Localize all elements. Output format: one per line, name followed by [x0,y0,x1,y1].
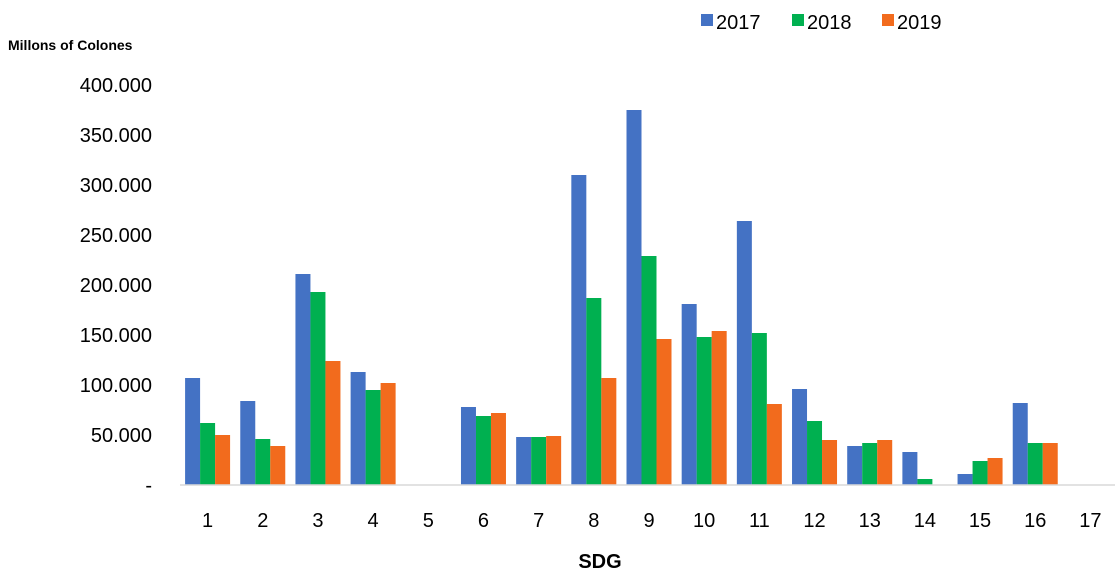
bar-2019-sdg-3 [325,361,341,485]
y-tick-label: - [145,475,152,497]
bar-2017-sdg-10 [681,304,697,485]
bar-2019-sdg-16 [1042,443,1058,485]
x-axis-label: SDG [578,551,621,571]
bar-2017-sdg-1 [185,378,201,485]
bar-2018-sdg-9 [641,256,657,485]
bar-2019-sdg-1 [215,435,231,485]
bar-2017-sdg-3 [295,274,311,485]
y-tick-label: 350.000 [80,125,152,147]
bar-2017-sdg-14 [902,452,918,485]
bar-2018-sdg-2 [255,439,271,485]
bar-2018-sdg-14 [917,479,933,485]
bar-2019-sdg-6 [490,413,506,485]
bar-2018-sdg-10 [696,337,712,485]
x-tick-label: 15 [969,510,991,532]
y-axis-ticks: - 50.000 100.000 150.000 200.000 250.000 300.0… [80,75,152,497]
x-tick-label: 11 [749,510,770,532]
x-axis-ticks: 1 2 3 4 5 6 7 8 9 10 11 12 13 14 15 16 17 [202,510,1102,532]
bar-2018-sdg-3 [310,292,326,485]
x-tick-label: 1 [202,510,213,532]
bars [185,110,1058,485]
bar-2019-sdg-10 [711,331,727,485]
bar-2018-sdg-16 [1027,443,1043,485]
legend-swatch-2018 [792,14,804,26]
bar-2019-sdg-11 [766,404,782,485]
x-tick-label: 7 [533,510,544,532]
bar-2019-sdg-7 [546,436,562,485]
x-tick-label: 6 [478,510,489,532]
bar-2018-sdg-11 [751,333,767,485]
bar-2017-sdg-7 [516,437,532,485]
bar-2019-sdg-13 [877,440,893,485]
y-tick-label: 150.000 [80,325,152,347]
y-tick-label: 200.000 [80,275,152,297]
x-tick-label: 2 [257,510,268,532]
bar-2018-sdg-1 [200,423,216,485]
legend-label-2018: 2018 [807,12,852,34]
legend-label-2019: 2019 [897,12,942,34]
x-tick-label: 5 [423,510,434,532]
y-axis-label: Millons of Colones [8,37,133,53]
bar-2018-sdg-8 [586,298,602,485]
bar-2017-sdg-15 [957,474,973,485]
y-tick-label: 250.000 [80,225,152,247]
y-tick-label: 100.000 [80,375,152,397]
legend: 2017 2018 2019 [701,12,942,34]
legend-label-2017: 2017 [716,12,761,34]
x-tick-label: 3 [312,510,323,532]
bar-2019-sdg-9 [656,339,672,485]
bar-2018-sdg-7 [531,437,547,485]
bar-2018-sdg-15 [972,461,988,485]
bar-2019-sdg-4 [380,383,396,485]
bar-2017-sdg-16 [1012,403,1028,485]
bar-2019-sdg-15 [987,458,1003,485]
x-tick-label: 4 [368,510,379,532]
x-tick-label: 8 [588,510,599,532]
bar-2019-sdg-12 [822,440,838,485]
y-tick-label: 400.000 [80,75,152,97]
bar-2018-sdg-12 [807,421,823,485]
x-tick-label: 9 [643,510,654,532]
bar-2017-sdg-9 [626,110,642,485]
bar-2019-sdg-8 [601,378,617,485]
x-tick-label: 17 [1079,510,1101,532]
bar-2017-sdg-11 [736,221,752,485]
x-tick-label: 10 [693,510,715,532]
y-tick-label: 300.000 [80,175,152,197]
bar-2017-sdg-2 [240,401,256,485]
x-tick-label: 13 [859,510,881,532]
legend-swatch-2019 [882,14,894,26]
bar-2017-sdg-8 [571,175,587,485]
y-tick-label: 50.000 [91,425,152,447]
bar-2018-sdg-4 [365,390,381,485]
x-tick-label: 16 [1024,510,1046,532]
legend-swatch-2017 [701,14,713,26]
bar-2017-sdg-4 [350,372,366,485]
bar-2019-sdg-2 [270,446,286,485]
bar-2017-sdg-6 [460,407,476,485]
bar-2018-sdg-13 [862,443,878,485]
bar-2017-sdg-12 [792,389,808,485]
x-tick-label: 14 [914,510,936,532]
x-tick-label: 12 [803,510,825,532]
bar-2018-sdg-6 [475,416,491,485]
bar-2017-sdg-13 [847,446,863,485]
